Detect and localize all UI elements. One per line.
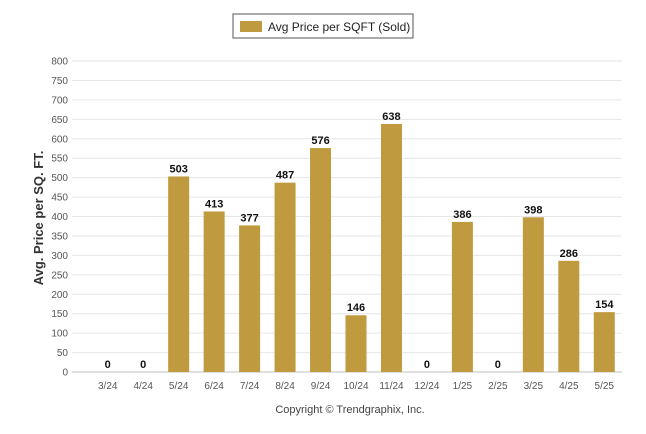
x-tick-label: 12/24 [414,381,439,392]
bar-7-24 [239,225,261,372]
bar-5-25 [593,312,615,372]
data-label: 0 [424,359,430,371]
y-tick-label: 0 [62,368,68,379]
x-tick-label: 8/24 [275,381,295,392]
data-label: 0 [495,359,501,371]
bars [168,123,615,372]
bar-11-24 [380,123,402,372]
y-tick-label: 100 [51,329,68,340]
data-label: 413 [205,198,223,210]
x-tick-label: 10/24 [343,381,368,392]
x-tick-label: 3/24 [98,381,118,392]
y-tick-label: 600 [51,134,68,145]
data-label: 638 [382,111,400,123]
data-label: 487 [276,170,294,182]
y-tick-label: 250 [51,270,68,281]
x-tick-label: 5/24 [169,381,189,392]
y-tick-label: 150 [51,309,68,320]
bar-3-25 [522,217,544,372]
x-tick-label: 6/24 [204,381,224,392]
y-tick-label: 200 [51,290,68,301]
x-tick-label: 4/25 [559,381,579,392]
y-axis-label: Avg. Price per SQ. FT. [31,151,46,286]
data-label: 576 [311,135,329,147]
data-label: 398 [524,204,542,216]
copyright-text: Copyright © Trendgraphix, Inc. [275,404,424,416]
x-tick-label: 3/25 [524,381,544,392]
data-label: 286 [560,248,578,260]
x-tick-label: 7/24 [240,381,260,392]
legend: Avg Price per SQFT (Sold) [232,13,414,39]
data-label: 377 [240,212,258,224]
bar-4-25 [558,260,580,372]
x-axis-ticks: 3/24 4/24 5/24 6/24 7/24 8/24 9/24 10/24 11/24 12… [98,381,614,392]
x-tick-label: 5/25 [595,381,615,392]
y-tick-label: 650 [51,115,68,126]
bar-1-25 [451,221,473,372]
x-tick-label: 1/25 [453,381,473,392]
data-label: 386 [453,209,471,221]
y-tick-label: 50 [57,348,69,359]
y-tick-label: 450 [51,193,68,204]
data-label: 503 [169,163,187,175]
y-axis-ticks: 0 50 100 150 200 250 300 350 400 450 500 550 600 650 7… [51,57,68,379]
data-label: 146 [347,302,365,314]
data-label: 0 [105,359,111,371]
data-label: 0 [140,359,146,371]
y-tick-label: 400 [51,212,68,223]
legend-swatch [240,21,262,32]
bar-8-24 [274,182,296,372]
y-tick-label: 700 [51,95,68,106]
bar-5-24 [168,176,190,372]
y-tick-label: 350 [51,231,68,242]
y-tick-label: 800 [51,57,68,68]
y-tick-label: 550 [51,154,68,165]
bar-9-24 [310,148,332,372]
y-tick-label: 750 [51,76,68,87]
x-tick-label: 11/24 [379,381,404,392]
legend-box [232,13,414,39]
bar-10-24 [345,315,367,372]
y-tick-label: 300 [51,251,68,262]
legend-label: Avg Price per SQFT (Sold) [268,20,410,34]
y-tick-label: 500 [51,173,68,184]
bar-6-24 [203,211,225,372]
x-tick-label: 2/25 [488,381,508,392]
x-tick-label: 9/24 [311,381,331,392]
x-tick-label: 4/24 [133,381,153,392]
data-label: 154 [595,299,614,311]
data-labels: 0 0 503 413 377 487 576 146 638 0 386 0 398 286 154 [105,111,615,371]
